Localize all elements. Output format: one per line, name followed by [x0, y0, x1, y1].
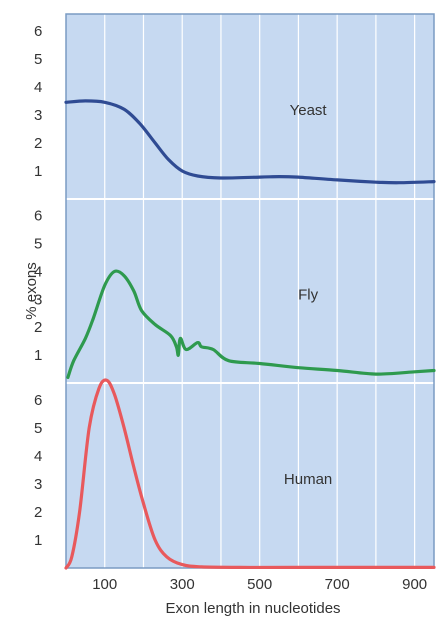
- x-tick-label-300: 300: [170, 576, 195, 593]
- y-tick-label-human-2: 2: [34, 504, 42, 521]
- y-tick-label-fly-5: 5: [34, 236, 42, 253]
- panel-label-fly: Fly: [298, 286, 318, 303]
- plot-area: 1 2 3 4 5 6 Yeast 1 2 3 4 5 6 Fly 1 2 3 4 5 6 Human 100 300 500…: [34, 13, 436, 593]
- x-tick-label-900: 900: [402, 576, 427, 593]
- y-tick-label-yeast-3: 3: [34, 107, 42, 124]
- y-tick-label-fly-3: 3: [34, 291, 42, 308]
- panel-background-human: [66, 383, 434, 568]
- series-line-human: [64, 378, 436, 570]
- y-tick-label-fly-2: 2: [34, 319, 42, 336]
- x-tick-label-100: 100: [92, 576, 117, 593]
- x-tick-label-500: 500: [247, 576, 272, 593]
- y-tick-label-human-5: 5: [34, 420, 42, 437]
- y-tick-label-yeast-6: 6: [34, 23, 42, 40]
- y-tick-label-fly-4: 4: [34, 263, 42, 280]
- y-tick-label-human-3: 3: [34, 476, 42, 493]
- y-axis-label: % exons: [23, 262, 40, 320]
- y-tick-label-fly-1: 1: [34, 347, 42, 364]
- x-axis-label: Exon length in nucleotides: [165, 600, 340, 617]
- panel-label-human: Human: [284, 471, 332, 488]
- y-tick-label-yeast-2: 2: [34, 135, 42, 152]
- y-tick-label-fly-6: 6: [34, 208, 42, 225]
- series-line-fly: [66, 269, 436, 379]
- panel-background-yeast: [66, 14, 434, 199]
- x-tick-label-700: 700: [325, 576, 350, 593]
- y-tick-label-yeast-4: 4: [34, 79, 42, 96]
- panel-background-fly: [66, 199, 434, 383]
- y-tick-label-human-4: 4: [34, 448, 42, 465]
- y-tick-label-human-1: 1: [34, 532, 42, 549]
- y-tick-label-yeast-1: 1: [34, 163, 42, 180]
- y-tick-label-yeast-5: 5: [34, 51, 42, 68]
- series-line-yeast: [64, 99, 436, 185]
- y-tick-label-human-6: 6: [34, 392, 42, 409]
- panel-label-yeast: Yeast: [290, 102, 328, 119]
